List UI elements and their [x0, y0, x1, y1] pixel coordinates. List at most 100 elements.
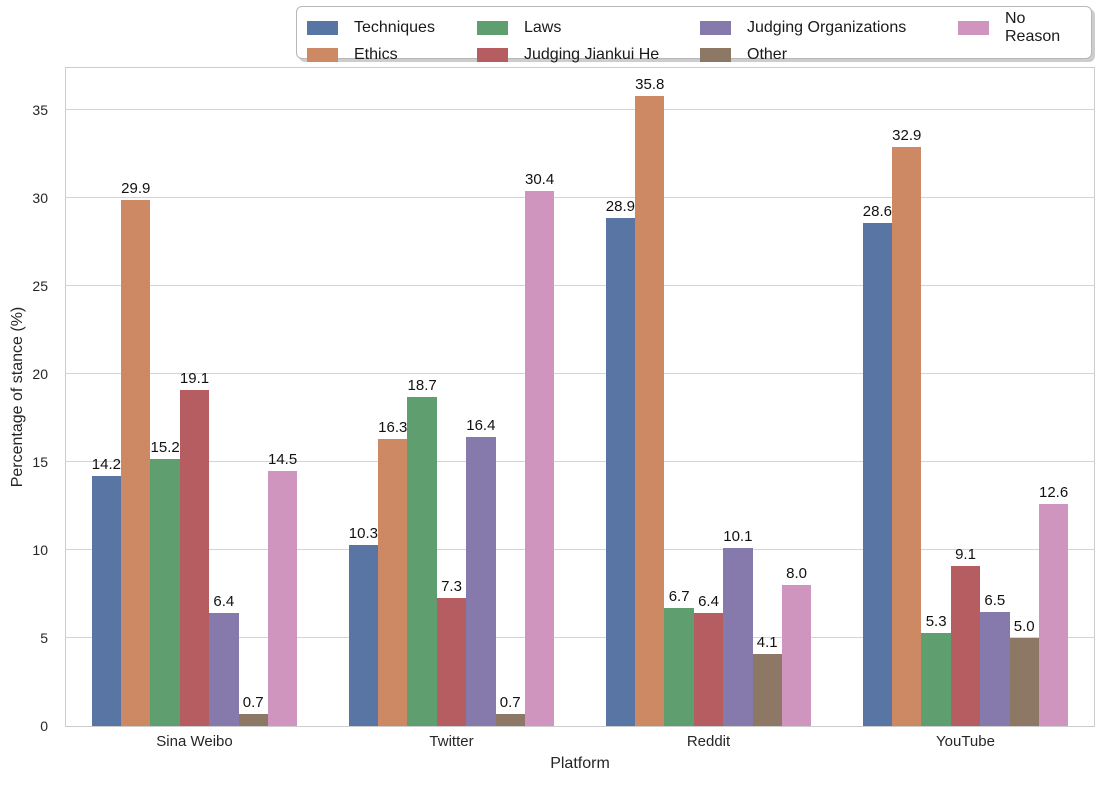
gridline [66, 549, 1094, 551]
y-tick-label: 30 [32, 190, 48, 207]
bar-value-label: 6.4 [213, 593, 235, 611]
bar-value-label: 18.7 [407, 377, 437, 394]
y-tick-label: 15 [32, 454, 48, 471]
bar [862, 222, 893, 726]
legend-label: Techniques [354, 19, 435, 36]
bar [209, 613, 239, 726]
y-tick-label: 0 [40, 718, 48, 734]
legend-item: Other [700, 46, 958, 64]
y-tick-label: 35 [32, 102, 48, 119]
x-tick-label: YouTube [936, 733, 995, 750]
bar-value-label: 7.3 [441, 577, 462, 595]
bar [495, 713, 525, 726]
bar [781, 585, 812, 726]
bar-value-label: 5.0 [1013, 618, 1035, 636]
bar [407, 397, 437, 726]
bar-value-label: 0.7 [242, 693, 264, 711]
legend-item: Judging Organizations [700, 19, 958, 37]
bar-value-label: 5.3 [925, 612, 947, 630]
bar-value-label: 16.3 [378, 419, 408, 437]
bar-value-label: 29.9 [121, 179, 151, 197]
bar-value-label: 32.9 [892, 127, 922, 145]
bar [466, 437, 496, 726]
bar [635, 96, 665, 726]
x-tick-label: Twitter [429, 733, 474, 750]
legend-label: Ethics [354, 46, 398, 63]
bar [1038, 504, 1069, 726]
y-tick-label: 10 [32, 542, 48, 559]
legend-swatch-icon [307, 48, 338, 62]
bar-value-label: 4.1 [756, 633, 778, 651]
bar-value-label: 6.7 [668, 588, 690, 606]
y-tick-label: 20 [32, 366, 48, 383]
bar [950, 565, 981, 726]
bar-value-label: 10.1 [723, 528, 753, 546]
bar-value-label: 6.5 [984, 591, 1006, 609]
chart-legend: Techniques Ethics Laws Judging Jiankui He Ju… [296, 6, 1092, 63]
legend-label: No Reason [1005, 10, 1061, 45]
legend-swatch-icon [307, 21, 338, 35]
bar [752, 653, 782, 726]
bar [150, 458, 180, 726]
bar-value-label: 6.4 [698, 593, 719, 611]
legend-label: Judging Jiankui He [524, 46, 660, 63]
y-tick-label: 25 [32, 278, 48, 295]
legend-swatch-icon [477, 21, 508, 35]
y-axis-tick-labels: 0 5 10 15 20 25 30 35 [0, 0, 48, 785]
legend-item: No Reason [958, 10, 1081, 46]
legend-item: Laws [477, 19, 700, 37]
bar-value-label: 19.1 [179, 369, 210, 387]
bar [723, 548, 753, 726]
gridline [66, 461, 1094, 463]
bar-value-label: 14.2 [91, 456, 121, 474]
bar [179, 389, 210, 726]
legend-label: Judging Organizations [747, 19, 907, 36]
bar [605, 217, 636, 726]
bar-value-label: 9.1 [955, 545, 976, 563]
legend-swatch-icon [958, 21, 989, 35]
x-tick-label: Sina Weibo [156, 733, 233, 750]
bar-value-label: 0.7 [499, 693, 521, 711]
x-axis-title: Platform [550, 755, 610, 772]
legend-label: Other [747, 46, 788, 63]
legend-swatch-icon [477, 48, 508, 62]
bar [892, 147, 922, 726]
gridline [66, 197, 1094, 199]
bar-value-label: 12.6 [1039, 484, 1069, 502]
bar [436, 597, 467, 726]
bar [378, 439, 408, 726]
legend-item: Judging Jiankui He [477, 46, 700, 64]
x-tick-label: Reddit [686, 733, 731, 750]
gridline [66, 109, 1094, 111]
gridline [66, 637, 1094, 639]
legend-item: Techniques [307, 19, 477, 37]
bar [121, 199, 151, 726]
legend-item: Ethics [307, 46, 477, 64]
legend-swatch-icon [700, 21, 731, 35]
bar [664, 608, 694, 726]
bar [1009, 638, 1039, 726]
bar-value-label: 14.5 [268, 450, 298, 468]
bar-value-label: 28.9 [605, 197, 635, 215]
bar-value-label: 10.3 [348, 524, 378, 542]
bar [693, 613, 724, 726]
gridline [66, 373, 1094, 375]
legend-swatch-icon [700, 48, 731, 62]
y-axis-title: Percentage of stance (%) [9, 306, 26, 488]
bar-value-label: 30.4 [525, 171, 555, 189]
gridline [66, 285, 1094, 287]
bar [524, 191, 555, 726]
bar-value-label: 15.2 [150, 438, 180, 456]
bar [348, 544, 379, 726]
bar-value-label: 16.4 [466, 417, 496, 435]
bar-value-label: 8.0 [786, 565, 808, 583]
legend-label: Laws [524, 19, 562, 36]
y-tick-label: 5 [40, 630, 48, 647]
bar [921, 632, 951, 726]
bar [267, 470, 298, 726]
bar [91, 476, 122, 726]
bar-value-label: 28.6 [862, 202, 892, 220]
bar [238, 713, 268, 726]
bar-value-label: 35.8 [635, 76, 665, 94]
